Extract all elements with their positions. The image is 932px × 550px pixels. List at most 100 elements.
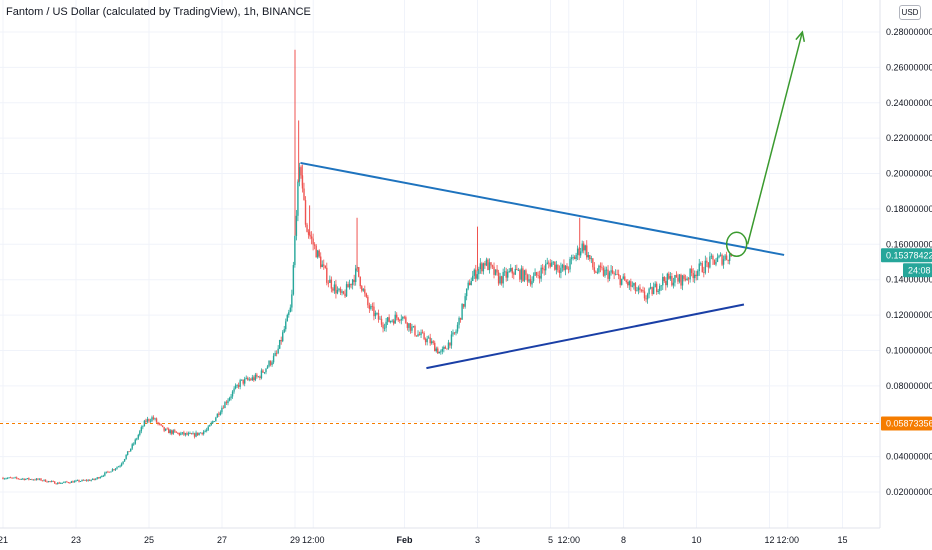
candle-body [111,469,114,472]
candle-body [510,268,512,272]
projection-arrowhead-icon [795,30,806,42]
currency-button[interactable]: USD [899,5,921,20]
candle-body [704,260,707,273]
candle-body [383,327,386,329]
candle-body [684,278,687,280]
candle-body [260,370,263,379]
candle-body [227,400,229,404]
candle-body [625,280,627,283]
time-axis[interactable]: 21 23 25 27 29 12:00 Feb 3 5 12:00 8 10 12 12:00 15 [0,535,848,545]
candle-body [595,271,597,273]
candle-body [76,480,79,482]
candle-body [450,334,453,346]
candle-body [499,276,501,284]
candle-body [456,324,459,332]
countdown-tag: 24:08 [903,263,932,278]
candle-body [73,481,76,483]
candle-body [327,282,330,284]
candle-body [149,420,152,422]
candle-body [228,398,231,401]
candle-body [57,482,59,484]
candle-body [22,478,24,480]
upper-trendline[interactable] [300,161,785,256]
candle-body [295,215,298,236]
candle-body [659,285,661,291]
candle-body [2,477,4,480]
candle-body [689,268,691,280]
candle-body [665,280,667,286]
candle-body [693,274,696,279]
time-tick-label: 8 [621,535,626,545]
candle-body [698,263,700,272]
candle-body [332,288,334,291]
candle-body [549,263,551,267]
candle-body [678,274,681,282]
projection-arrow[interactable] [746,31,804,245]
candle-body [555,264,558,270]
candle-body [651,287,653,295]
candle-body [222,407,225,409]
candle-body [473,269,475,276]
time-tick-label: 12:00 [557,535,580,545]
candle-body [318,250,320,257]
candle-body [637,287,640,291]
candle-body [114,468,117,470]
candle-body [251,377,254,381]
candle-body [303,188,305,201]
candle-body [449,342,451,346]
candle-body [353,279,355,282]
candle-body [336,289,339,294]
candle-body [137,434,139,439]
candle-body [209,424,211,427]
candle-body [578,248,580,256]
candle-body [219,412,222,415]
candle-body [70,481,73,483]
candle-body [201,432,203,435]
candle-body [709,256,711,268]
candle-body [491,265,494,267]
candle-body [598,265,600,273]
lower-trendline[interactable] [426,303,745,370]
candle-body [374,313,377,317]
candle-body [142,426,144,428]
candle-body [338,288,340,290]
candle-body [400,318,402,321]
price-tick-label: 0.10000000 [886,345,932,355]
candle-body [231,391,234,397]
candle-body [514,268,517,275]
candle-body [701,263,703,273]
candle-body [354,268,357,282]
candle-body [53,481,56,484]
candle-body [543,269,545,271]
candle-body [484,263,486,266]
candle-body [576,248,579,255]
candle-body [79,481,82,482]
candle-body [643,291,646,299]
candle-body [554,261,556,270]
candle-body [96,477,98,479]
candle-body [438,351,440,354]
candle-body [306,224,308,232]
candle-body [169,430,171,434]
candle-body [575,254,577,260]
price-tick-label: 0.08000000 [886,381,932,391]
candle-body [309,234,311,237]
candle-body [245,377,247,379]
candle-body [12,477,15,479]
candle-body [44,479,47,482]
candle-body [256,374,258,377]
candle-body [628,281,631,286]
candle-body [437,348,439,354]
time-tick-label: 21 [0,535,8,545]
breakout-circle[interactable] [725,231,748,258]
candle-body [5,478,7,480]
candle-body [157,422,159,424]
candle-body [532,275,535,282]
candle-body [345,284,348,297]
candle-body [421,332,424,334]
candle-body [399,320,401,321]
candle-body [476,274,479,279]
candle-body [669,276,672,279]
candle-body [622,276,624,279]
